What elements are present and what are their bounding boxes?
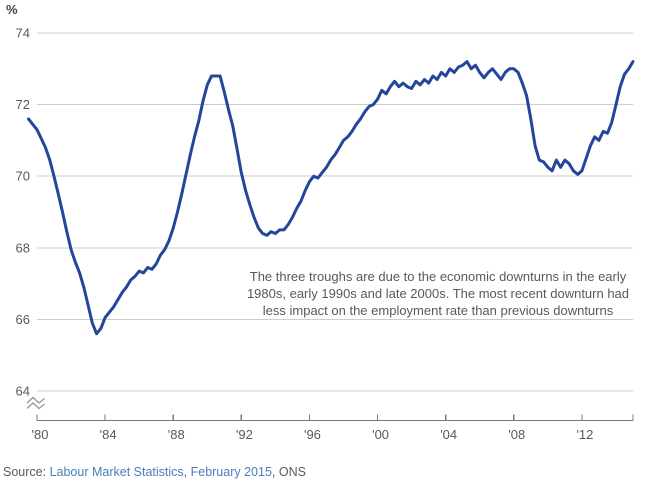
x-tick-label: '92 [236,427,253,442]
x-tick-label: '04 [440,427,457,442]
y-tick-label: 64 [16,384,30,399]
y-tick-label: 74 [16,26,30,41]
x-tick-label: '00 [372,427,389,442]
source-line: Source: Labour Market Statistics, Februa… [3,465,306,479]
x-tick-label: '84 [100,427,117,442]
axis-break-icon [26,402,45,410]
chart-annotation: The three troughs are due to the economi… [228,268,645,319]
annotation-line: less impact on the employment rate than … [262,303,614,318]
x-tick-label: '96 [304,427,321,442]
source-label: Source: [3,465,47,479]
y-tick-label: 66 [16,312,30,327]
axis-break-icon [26,396,45,404]
annotation-line: The three troughs are due to the economi… [249,269,627,284]
x-tick-label: '88 [168,427,185,442]
line-chart-plot: 74 72 70 68 66 64 '80 '84 '88 '92 '96 '00 '04 '08 '12 [16,26,635,442]
source-suffix: , ONS [271,465,306,479]
x-tick-label: '12 [576,427,593,442]
y-tick-label: 70 [16,169,30,184]
employment-rate-line [27,60,635,336]
source-link[interactable]: Labour Market Statistics, February 2015 [49,465,272,479]
y-tick-label: 68 [16,240,30,255]
annotation-line: 1980s, early 1990s and late 2000s. The m… [246,286,630,301]
y-axis-unit-label: % [6,2,18,17]
x-tick-label: '08 [508,427,525,442]
y-tick-label: 72 [16,97,30,112]
x-tick-label: '80 [32,427,49,442]
